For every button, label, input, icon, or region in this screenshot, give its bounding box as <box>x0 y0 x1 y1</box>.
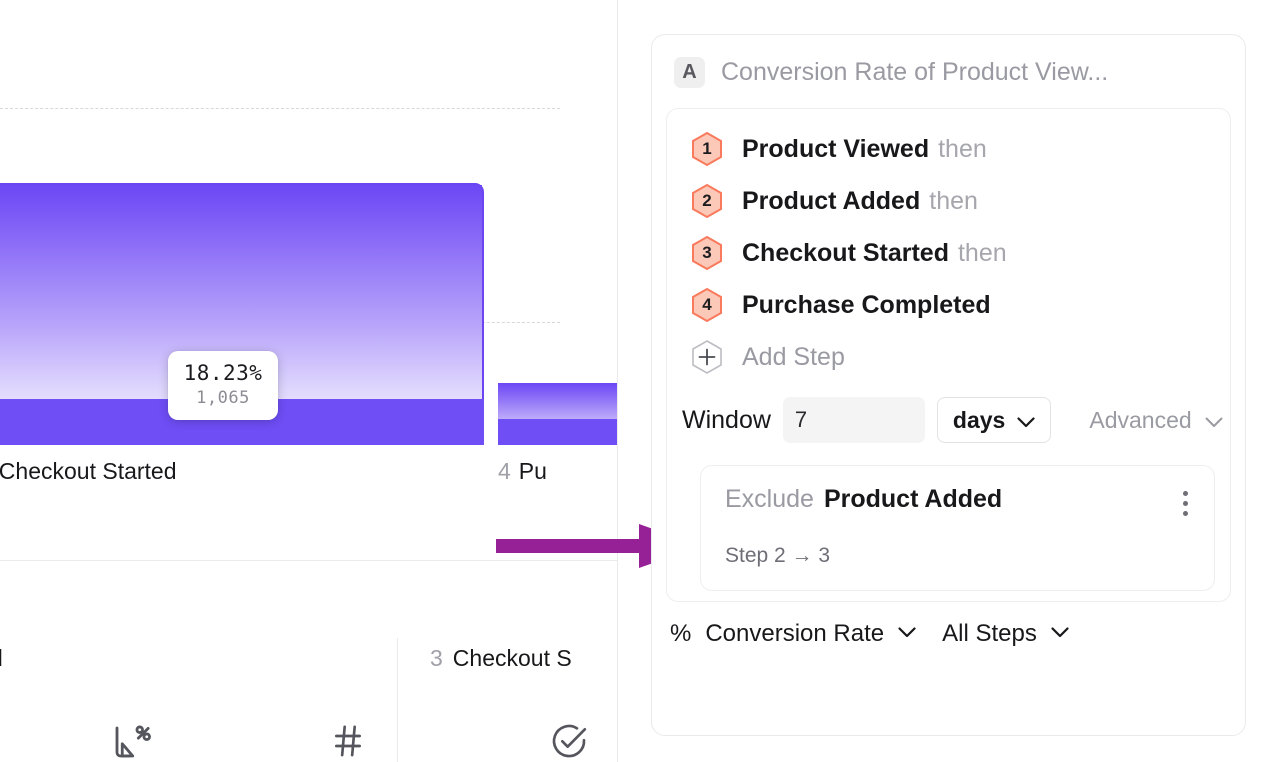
step-event-name: Purchase Completed <box>742 290 991 319</box>
tooltip-count: 1,065 <box>196 388 250 408</box>
axis-label-text: Checkout Started <box>0 458 177 484</box>
axis-label-purchase-completed[interactable]: 4 Pu <box>498 458 547 485</box>
window-label: Window <box>682 405 771 434</box>
step-card-number: 3 <box>430 645 443 671</box>
step-scope-select[interactable]: All Steps <box>942 620 1069 648</box>
funnel-query-panel: A Conversion Rate of Product View... 1 P… <box>651 34 1246 736</box>
step-number: 3 <box>702 243 712 262</box>
advanced-label: Advanced <box>1089 406 1192 433</box>
axis-label-text: Pu <box>518 458 547 484</box>
step-label: Product Viewed then <box>742 135 987 164</box>
funnel-step-cards-strip: d 3 Checkout S <box>0 561 618 762</box>
hash-icon[interactable] <box>328 721 368 762</box>
kebab-menu-icon[interactable] <box>1179 485 1192 522</box>
exclusion-title-row: Exclude Product Added <box>725 485 1192 522</box>
step-card-label-truncated: d <box>0 645 3 672</box>
step-connector: then <box>957 238 1007 267</box>
step-event-name: Product Viewed <box>742 134 930 163</box>
percent-icon: % <box>670 620 692 647</box>
funnel-bar-purchase-completed[interactable] <box>498 383 618 445</box>
window-unit-value: days <box>952 406 1006 433</box>
axis-label-number: 4 <box>498 458 511 484</box>
chart-value-tooltip: 18.23% 1,065 <box>168 351 278 420</box>
metric-type-select[interactable]: % Conversion Rate <box>670 620 916 648</box>
conversion-window-row: Window days Advanced <box>667 383 1230 443</box>
step-event-name: Product Added <box>742 186 921 215</box>
series-badge-a: A <box>674 57 705 88</box>
step-number: 1 <box>702 139 712 158</box>
exclusion-step-card[interactable]: Exclude Product Added Step 2 → 3 <box>700 465 1215 591</box>
funnel-step-4[interactable]: 4 Purchase Completed <box>667 279 1230 331</box>
add-step-button[interactable]: Add Step <box>667 331 1230 383</box>
exclusion-prefix-label: Exclude <box>725 485 814 513</box>
funnel-plot-area <box>0 0 618 445</box>
main-vertical-divider <box>617 0 618 762</box>
tooltip-percent: 18.23% <box>183 361 263 385</box>
step-number: 4 <box>702 295 712 314</box>
funnel-step-2[interactable]: 2 Product Added then <box>667 175 1230 227</box>
window-unit-select[interactable]: days <box>936 397 1052 443</box>
chevron-down-icon <box>898 625 916 643</box>
chevron-down-icon <box>1051 625 1069 643</box>
query-panel-footer: % Conversion Rate All Steps <box>652 602 1245 648</box>
step-number-hexagon-icon: 1 <box>691 131 723 167</box>
chevron-down-icon <box>1017 407 1035 434</box>
funnel-steps-card: 1 Product Viewed then 2 Product Added then <box>666 108 1231 602</box>
step-number-hexagon-icon: 3 <box>691 235 723 271</box>
funnel-step-1[interactable]: 1 Product Viewed then <box>667 123 1230 175</box>
metric-type-value: Conversion Rate <box>705 620 885 647</box>
step-label: Product Added then <box>742 187 978 216</box>
step-label: Checkout Started then <box>742 239 1007 268</box>
gridline <box>0 108 560 109</box>
step-scope-value: All Steps <box>942 620 1037 647</box>
step-event-name: Checkout Started <box>742 238 949 267</box>
window-value-input[interactable] <box>782 397 925 443</box>
step-number-hexagon-icon: 2 <box>691 183 723 219</box>
check-circle-icon[interactable] <box>549 721 589 762</box>
query-title[interactable]: Conversion Rate of Product View... <box>721 58 1109 86</box>
add-step-label: Add Step <box>742 342 845 371</box>
step-number-hexagon-icon: 4 <box>691 287 723 323</box>
step-card-text: Checkout S <box>452 645 572 671</box>
advanced-toggle[interactable]: Advanced <box>1089 406 1223 434</box>
exclusion-event-name: Product Added <box>823 485 1003 513</box>
kebab-dot <box>1183 511 1188 516</box>
step-card-divider <box>397 638 398 762</box>
funnel-percent-icon[interactable] <box>110 721 152 762</box>
section-divider <box>0 560 618 561</box>
step-connector: then <box>938 134 987 163</box>
funnel-step-3[interactable]: 3 Checkout Started then <box>667 227 1230 279</box>
kebab-dot <box>1183 501 1188 506</box>
bar-solid-segment <box>498 419 618 445</box>
query-panel-header: A Conversion Rate of Product View... <box>652 35 1245 108</box>
step-connector: then <box>929 186 978 215</box>
step-label: Purchase Completed <box>742 291 1000 320</box>
plus-hexagon-icon <box>691 339 723 375</box>
exclusion-step-range: Step 2 → 3 <box>725 544 831 567</box>
step-number: 2 <box>702 191 712 210</box>
kebab-dot <box>1183 491 1188 496</box>
chevron-down-icon <box>1205 407 1223 434</box>
step-card-label-checkout-started[interactable]: 3 Checkout S <box>430 645 572 672</box>
